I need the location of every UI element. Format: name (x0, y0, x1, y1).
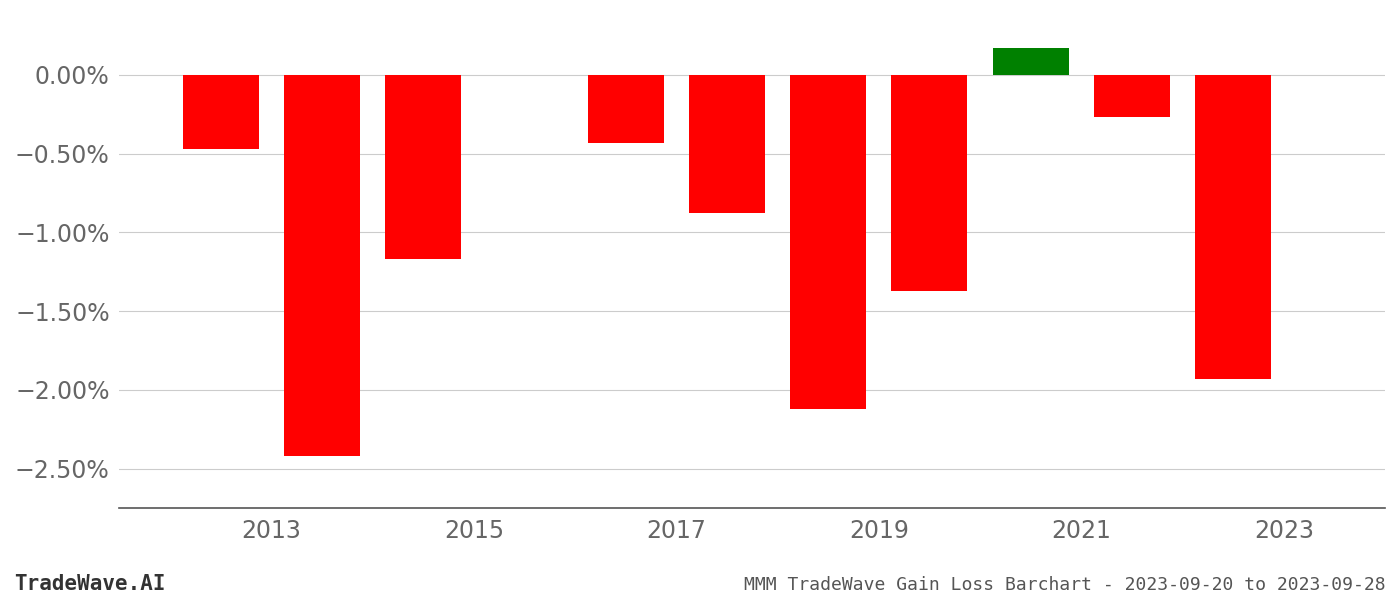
Bar (993, 48, 1068, 75)
Bar (588, 75, 664, 143)
Bar (284, 75, 360, 456)
Bar (790, 75, 867, 409)
Bar (892, 75, 967, 290)
Bar (1196, 75, 1271, 379)
Bar (689, 75, 764, 214)
Bar (183, 75, 259, 149)
Bar (385, 75, 461, 259)
Text: MMM TradeWave Gain Loss Barchart - 2023-09-20 to 2023-09-28: MMM TradeWave Gain Loss Barchart - 2023-… (745, 576, 1386, 594)
Text: TradeWave.AI: TradeWave.AI (14, 574, 165, 594)
Bar (1093, 75, 1170, 118)
